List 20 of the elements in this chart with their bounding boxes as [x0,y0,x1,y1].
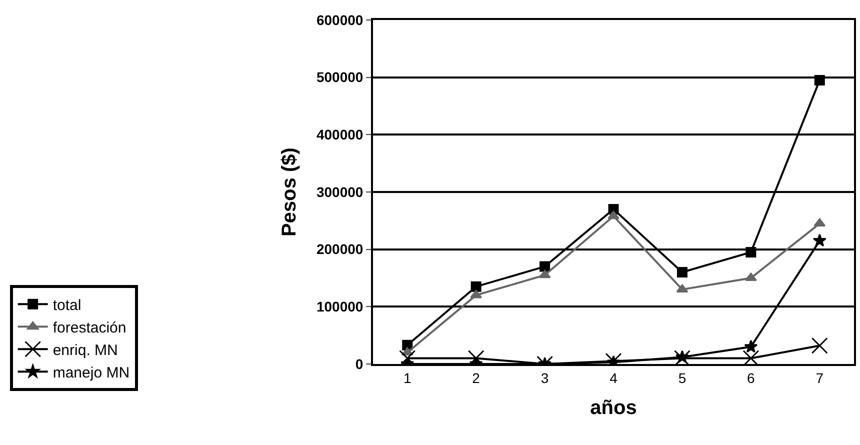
legend-label: forestación [52,319,126,336]
x-axis-title: años [590,396,637,419]
y-tick-label: 200000 [316,241,364,258]
legend-label: total [52,296,82,314]
x-tick-label: 5 [678,370,686,386]
y-tick-label: 600000 [316,12,364,28]
legend-label: enriq. MN [52,342,118,359]
y-tick-label: 500000 [316,69,364,86]
x-tick-label: 7 [816,370,824,386]
y-axis-title: Pesos ($) [278,148,300,236]
y-tick-label: 100000 [316,298,364,315]
legend-label: manejo MN [52,364,130,382]
x-tick-label: 3 [540,370,549,386]
x-tick-label: 2 [472,370,480,386]
y-tick-label: 300000 [316,184,364,200]
y-tick-label: 400000 [316,126,364,143]
y-tick-label: 0 [355,356,364,372]
x-tick-label: 4 [610,370,618,386]
x-tick-label: 1 [403,370,412,386]
x-tick-label: 6 [747,370,756,386]
